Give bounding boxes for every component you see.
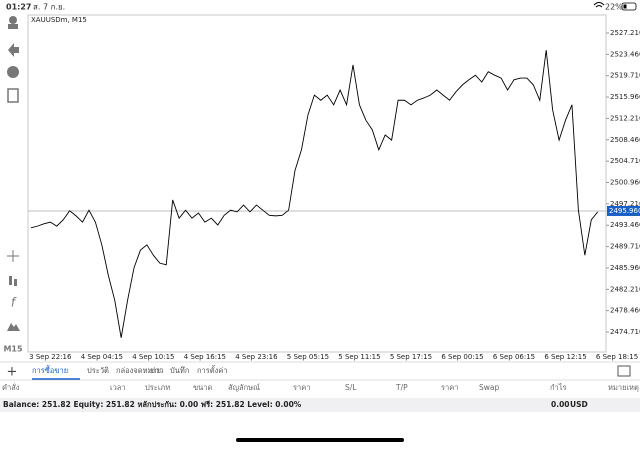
battery-level: 22% [605,3,623,12]
y-tick-label: 2523.460 [610,50,640,58]
battery-fill [623,4,627,9]
column-header: กำไร [550,383,567,392]
account-summary: Balance: 251.82 Equity: 251.82 หลักประกั… [3,400,302,409]
y-tick-label: 2485.960 [610,264,640,272]
y-tick-label: 2474.710 [610,328,640,336]
icon-candles[interactable] [9,276,12,285]
current-price-label: 2495.960 [609,207,640,215]
x-tick-label: 6 Sep 18:15 [596,353,638,361]
y-tick-label: 2489.710 [610,243,640,251]
x-tick-label: 4 Sep 04:15 [81,353,123,361]
column-header: หมายเหตุ [608,383,639,392]
y-tick-label: 2478.460 [610,307,640,315]
y-tick-label: 2515.960 [610,93,640,101]
y-tick-label: 2500.960 [610,179,640,187]
tab[interactable]: การตั้งค่า [197,365,228,375]
x-tick-label: 3 Sep 22:16 [29,353,72,361]
y-tick-label: 2497.210 [610,200,640,208]
tab[interactable]: ข่าว [150,366,164,375]
y-tick-label: 2504.710 [610,157,640,165]
x-tick-label: 6 Sep 06:15 [493,353,535,361]
tab[interactable]: กล่องจดหมาย [116,366,161,375]
add-button[interactable]: + [7,365,18,380]
wifi-icon [593,2,605,8]
sidebar: f M15 [3,16,23,354]
y-tick-label: 2512.210 [610,114,640,122]
profit: 0.00 [551,400,570,409]
icon-trade[interactable] [8,43,19,57]
column-header: ราคา [293,383,310,392]
column-header: S/L [345,383,357,392]
x-tick-label: 5 Sep 17:15 [390,353,432,361]
icon-crosshair[interactable] [7,250,19,262]
y-tick-label: 2482.210 [610,285,640,293]
column-header: ราคา [441,383,458,392]
icon-chat[interactable] [7,66,19,78]
tab[interactable]: ประวัติ [87,366,109,375]
column-header: ประเภท [145,383,170,392]
account-bar [0,398,640,412]
icon-add[interactable] [7,88,19,103]
column-header: T/P [395,383,408,392]
date: ส. 7 ก.ย. [33,3,65,12]
chart-symbol: XAUUSDm, M15 [31,16,87,24]
icon-quotes[interactable] [9,16,17,24]
x-tick-label: 5 Sep 11:15 [338,353,380,361]
current-price-box [607,205,640,216]
home-indicator [236,438,404,442]
icon-indicator[interactable]: f [11,296,17,310]
x-tick-label: 6 Sep 12:15 [544,353,586,361]
column-header: สัญลักษณ์ [228,383,260,392]
clock: 01:27 [6,3,31,12]
column-header: ขนาด [193,383,212,392]
x-tick-label: 4 Sep 23:16 [235,353,278,361]
x-tick-label: 4 Sep 10:15 [132,353,174,361]
y-tick-label: 2527.210 [610,29,640,37]
icon-candles-2 [14,279,17,286]
column-header: Swap [479,383,499,392]
column-header: เวลา [110,383,126,392]
timeframe[interactable]: M15 [3,345,23,354]
layout-button[interactable] [617,365,631,377]
currency: USD [570,400,588,409]
y-tick-label: 2508.460 [610,136,640,144]
icon-objects[interactable] [7,323,20,331]
plot-frame [27,14,607,353]
x-tick-label: 4 Sep 16:15 [184,353,226,361]
column-header: คำสั่ง [2,382,20,392]
y-tick-label: 2519.710 [610,72,640,80]
x-tick-label: 5 Sep 05:15 [287,353,329,361]
battery-icon [621,2,637,11]
price-line [30,50,599,338]
icon-quotes-base [8,24,18,29]
y-tick-label: 2493.460 [610,221,640,229]
tab[interactable]: การซื้อขาย [32,365,68,375]
x-tick-label: 6 Sep 00:15 [441,353,483,361]
tab[interactable]: บันทึก [170,366,189,375]
